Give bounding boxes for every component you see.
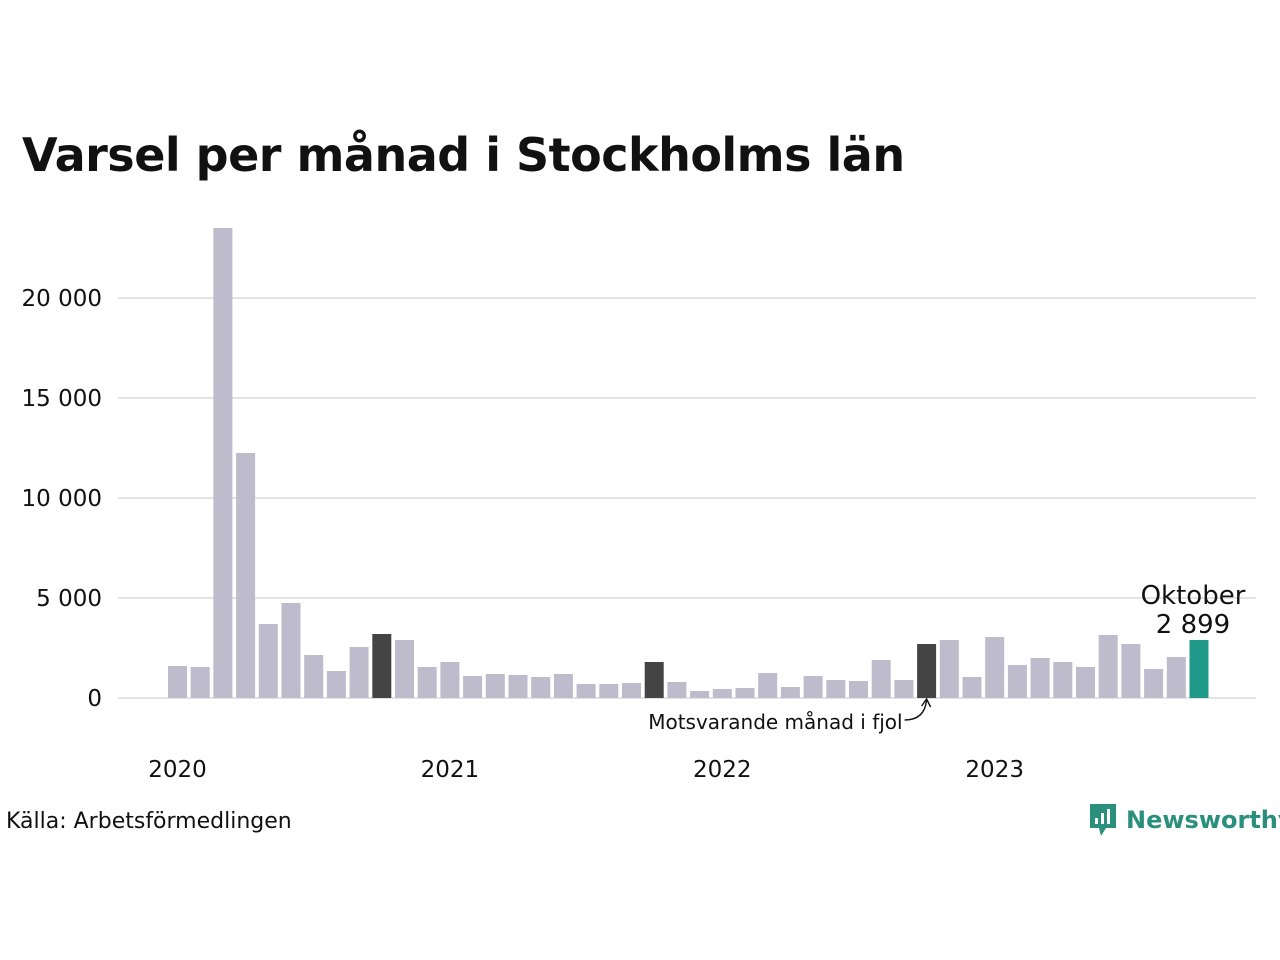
bar-2023-02 [1007,665,1027,698]
callout-month-label: Oktober [1141,581,1246,611]
bar-2022-04 [780,687,800,698]
bar-2020-11 [395,640,414,698]
bar-2021-02 [463,676,483,698]
annotation-group: Motsvarande månad i fjol [648,697,932,734]
source-note: Källa: Arbetsförmedlingen [6,809,292,834]
bar-2021-03 [485,674,505,698]
y-tick-label: 20 000 [22,286,102,312]
bar-2021-11 [667,682,687,698]
bar-2022-05 [803,676,823,698]
bar-2023-10 [1189,640,1209,698]
bar-2021-04 [508,675,528,698]
bar-2020-05 [258,624,278,698]
bar-2021-12 [690,691,710,698]
x-year-label: 2020 [148,757,207,783]
annotation-arrow [904,699,928,721]
bar-2023-09 [1166,657,1186,698]
bar-2020-03 [213,228,233,698]
x-year-label: 2021 [421,757,480,783]
bar-2021-07 [576,684,596,698]
y-tick-label: 15 000 [22,386,102,412]
bar-2021-05 [531,677,551,698]
annotation-arrowhead [921,697,932,708]
bar-2022-09 [894,680,914,698]
newsworthy-logo-icon [1090,804,1116,836]
bar-2020-12 [417,667,437,698]
bar-2022-07 [849,681,868,698]
x-year-label: 2023 [965,757,1024,783]
bar-2022-02 [735,688,755,698]
bar-2020-04 [236,453,256,698]
bar-2023-04 [1053,662,1073,698]
bar-2022-10 [917,644,937,698]
bar-2022-06 [826,680,846,698]
bar-2022-03 [758,673,778,698]
bar-2020-07 [304,655,324,698]
bar-2020-08 [326,671,346,698]
bar-2020-02 [190,667,210,698]
bar-2022-08 [871,660,891,698]
callout-value-label: 2 899 [1156,610,1230,640]
bar-2022-11 [939,640,959,698]
chart-title: Varsel per månad i Stockholms län [22,128,905,182]
bar-2020-10 [372,634,392,698]
bar-2022-12 [962,677,982,698]
x-axis-year-labels: 2020 2021 2022 2023 [148,757,1024,783]
bar-2020-09 [349,647,369,698]
callout-group: Oktober 2 899 [1141,581,1246,640]
bar-2021-08 [599,684,619,698]
bar-2021-10 [644,662,664,698]
annotation-label: Motsvarande månad i fjol [648,710,902,734]
bars [168,228,1209,698]
y-tick-label: 0 [87,686,102,712]
bar-2020-06 [281,603,301,698]
bar-2021-06 [553,674,573,698]
bar-2021-01 [440,662,460,698]
bar-2023-03 [1030,658,1050,698]
brand-name: Newsworthy [1126,806,1280,834]
bar-2023-06 [1098,635,1118,698]
x-year-label: 2022 [693,757,752,783]
y-tick-label: 10 000 [22,486,102,512]
bar-2021-09 [622,683,641,698]
bar-2022-01 [712,689,732,698]
brand-logo[interactable]: Newsworthy [1088,802,1280,838]
bar-2023-05 [1076,667,1095,698]
bar-2023-07 [1121,644,1141,698]
y-axis-ticks: 0 5 000 10 000 15 000 20 000 [22,286,102,712]
bar-2023-08 [1144,669,1164,698]
bar-2023-01 [985,637,1005,698]
y-tick-label: 5 000 [36,586,102,612]
bar-2020-01 [168,666,187,698]
